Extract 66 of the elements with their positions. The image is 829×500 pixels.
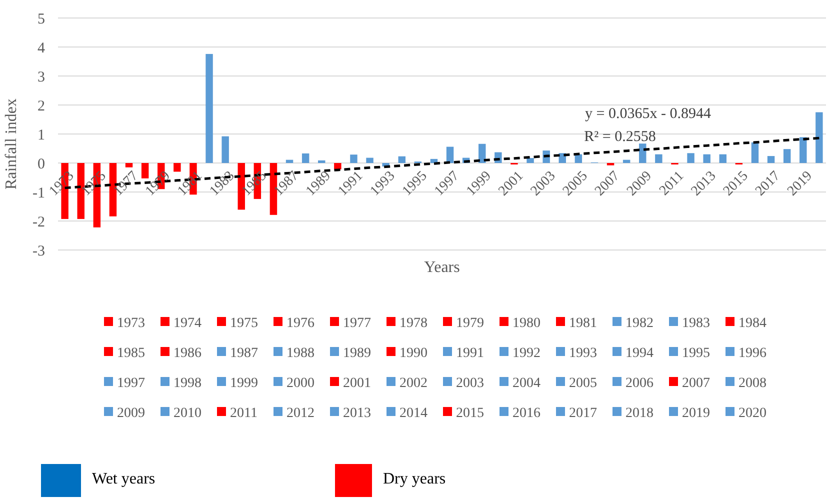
legend-label: 1991: [456, 346, 484, 361]
y-tick-label: 1: [38, 127, 45, 144]
legend-label: 1974: [174, 316, 202, 331]
y-tick-label: 5: [38, 11, 45, 28]
legend-label: 2008: [738, 376, 766, 391]
legend-label: 1992: [512, 346, 540, 361]
legend-label: 2020: [738, 406, 766, 421]
x-tick-label: 2011: [656, 168, 688, 199]
legend-label: 1982: [626, 316, 654, 331]
legend-label: 2015: [456, 406, 484, 421]
legend-label: 1997: [117, 376, 145, 391]
legend-label: 1988: [286, 346, 314, 361]
annotation: R² = 0.2558: [584, 129, 656, 145]
legend-label: 1983: [682, 316, 710, 331]
x-tick-label: 1991: [336, 168, 366, 200]
legend-label: 2007: [682, 376, 710, 391]
legend-label: 1978: [400, 316, 428, 331]
y-tick-label: 0: [38, 156, 45, 172]
x-axis-title: Years: [424, 259, 460, 276]
legend-label: 1984: [738, 316, 766, 331]
legend-label: 1999: [230, 376, 258, 391]
legend-label: 1998: [174, 376, 202, 391]
y-tick-label: -1: [32, 185, 45, 202]
legend-label: 1995: [682, 346, 710, 361]
legend-label: 2002: [400, 376, 428, 391]
legend-label: 2014: [400, 406, 428, 421]
legend-label: 1977: [343, 316, 371, 331]
y-tick-label: 2: [38, 98, 45, 114]
legend-label: 1980: [512, 316, 540, 331]
legend-label: 1996: [738, 346, 766, 361]
x-tick-label: 1981: [175, 168, 206, 200]
legend-label: 2012: [286, 406, 314, 421]
y-tick-label: -2: [32, 214, 45, 230]
legend-label: 2001: [343, 376, 371, 391]
legend-label: 1989: [343, 346, 371, 361]
legend-label: 2003: [456, 376, 484, 391]
text: Wet years: [92, 470, 156, 488]
legend-label: 1987: [230, 346, 258, 361]
text: Dry years: [383, 470, 446, 488]
legend-label: 2009: [117, 406, 145, 421]
legend-label: 2017: [569, 406, 597, 421]
legend-label: 1975: [230, 316, 258, 331]
legend-label: 2013: [343, 406, 371, 421]
legend-label: 2004: [512, 376, 540, 391]
legend-label: 2019: [682, 406, 710, 421]
legend-label: 2011: [230, 406, 258, 421]
y-tick-label: -3: [32, 243, 45, 260]
legend-label: 2018: [626, 406, 654, 421]
y-axis-title: Rainfall index: [3, 98, 20, 190]
y-tick-label: 4: [38, 40, 46, 56]
legend-label: 2005: [569, 376, 597, 391]
legend-label: 1994: [626, 346, 654, 361]
legend-label: 1976: [286, 316, 314, 331]
legend-label: 1985: [117, 346, 145, 361]
legend-label: 1986: [174, 346, 202, 361]
annotation: y = 0.0365x - 0.8944: [585, 106, 712, 122]
legend-label: 1993: [569, 346, 597, 361]
legend-label: 1981: [569, 316, 597, 331]
legend-label: 2010: [174, 406, 202, 421]
legend-label: 2006: [626, 376, 654, 391]
legend-label: 2016: [512, 406, 540, 421]
legend-label: 1973: [117, 316, 145, 331]
y-tick-label: 3: [38, 69, 45, 86]
legend-label: 1990: [400, 346, 428, 361]
legend-label: 2000: [286, 376, 314, 391]
legend-label: 1979: [456, 316, 484, 331]
